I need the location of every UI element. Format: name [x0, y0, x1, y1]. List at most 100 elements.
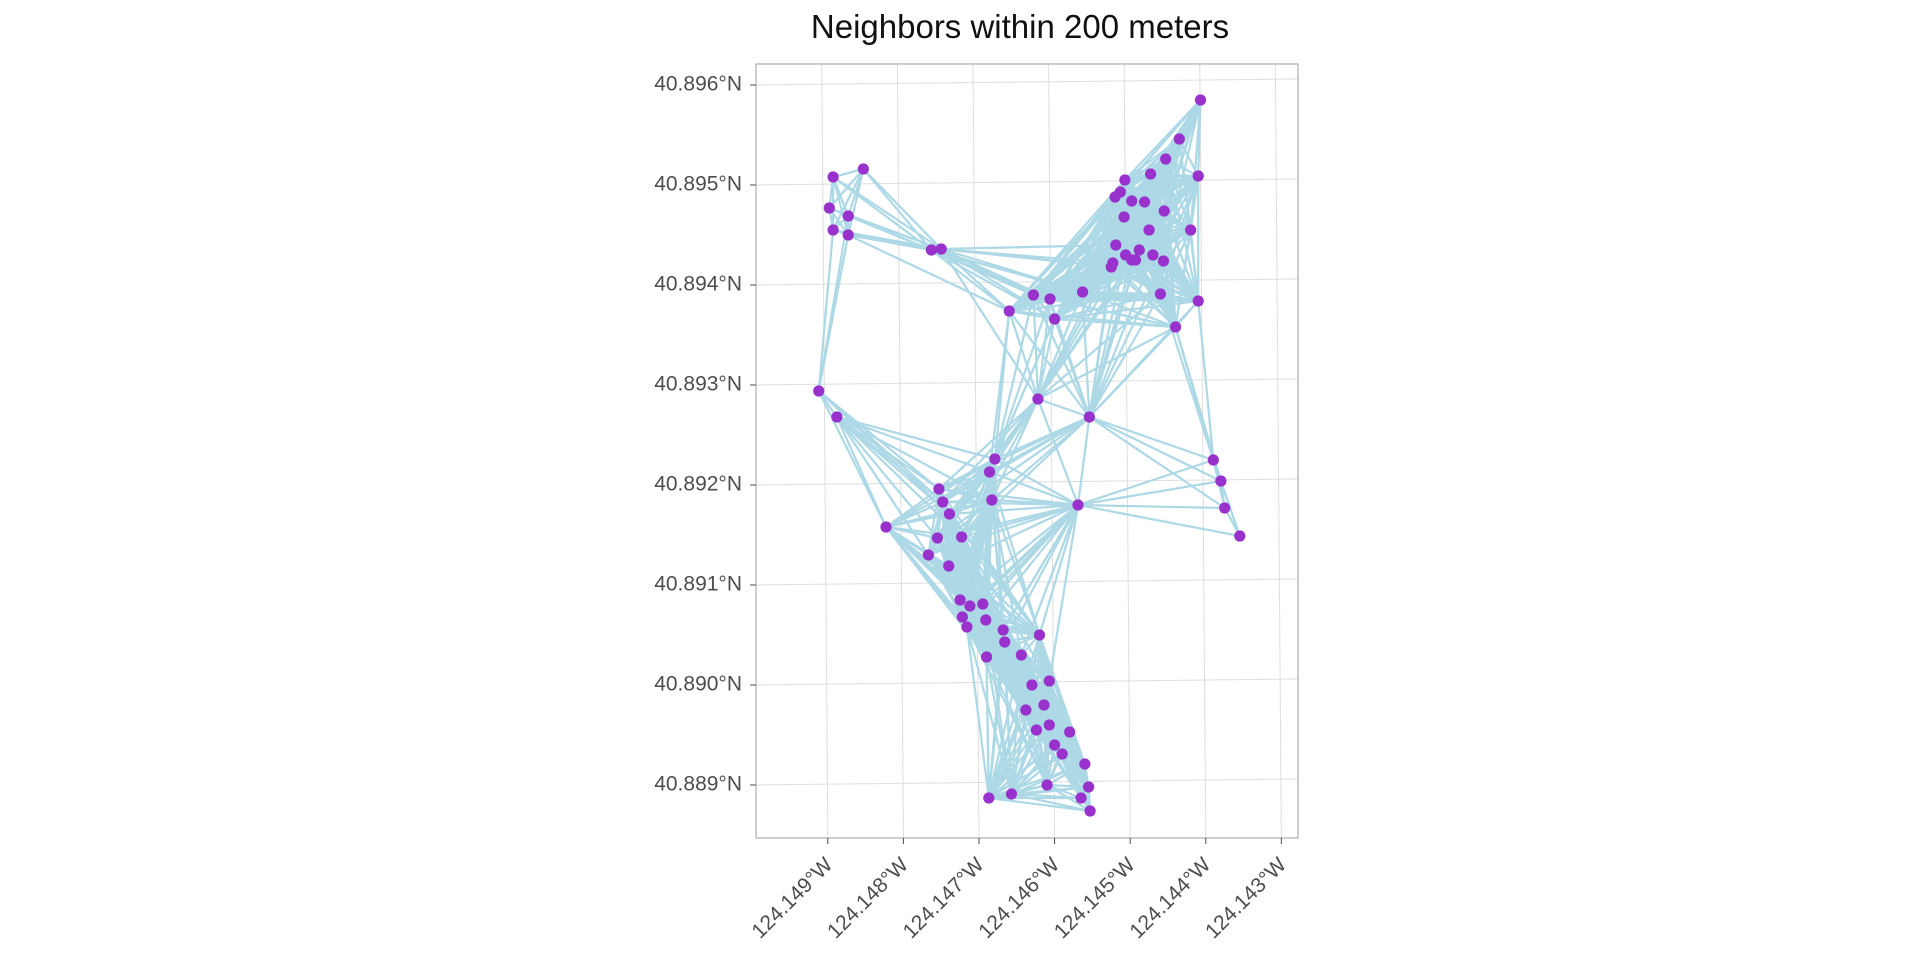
neighbor-edge — [988, 753, 1063, 799]
neighbor-edge — [885, 488, 940, 528]
neighbor-edge — [1036, 291, 1084, 400]
neighbor-edge — [1037, 397, 1090, 419]
neighbor-edge — [941, 243, 1116, 251]
data-point — [1076, 286, 1089, 298]
data-point — [831, 411, 843, 423]
data-point — [813, 385, 825, 397]
data-point — [980, 651, 993, 663]
neighbor-edge — [949, 503, 1079, 516]
neighbor-edge — [1010, 709, 1027, 795]
neighbor-edge — [848, 233, 942, 251]
data-point — [1194, 94, 1207, 106]
neighbor-edge — [1078, 503, 1225, 510]
data-point — [1043, 719, 1055, 731]
data-point — [925, 244, 937, 256]
data-point — [1207, 454, 1219, 466]
neighbor-edge — [1035, 729, 1049, 786]
neighbor-edge — [994, 458, 1079, 506]
neighbor-edge — [993, 298, 1052, 460]
data-point — [956, 531, 968, 543]
y-tick-label: 40.890°N — [654, 673, 742, 696]
neighbor-edge — [969, 604, 1040, 637]
neighbor-edge — [1037, 259, 1133, 400]
neighbor-edge — [1077, 479, 1222, 507]
neighbor-edge — [1174, 229, 1192, 328]
neighbor-edge — [985, 656, 1033, 686]
neighbor-edge — [985, 656, 990, 799]
neighbor-edge — [1162, 175, 1200, 262]
data-point — [823, 202, 835, 214]
neighbor-edge — [985, 618, 1040, 637]
data-point — [1020, 704, 1032, 716]
data-point — [1015, 649, 1027, 661]
neighbor-edge — [930, 249, 1010, 312]
data-point — [1084, 805, 1096, 817]
data-point — [1075, 792, 1087, 804]
neighbor-edge — [936, 537, 1041, 636]
y-tick-label: 40.891°N — [654, 573, 742, 596]
data-point — [1038, 699, 1050, 711]
neighbor-edge — [835, 416, 888, 528]
data-point — [1048, 739, 1061, 751]
data-point — [1219, 502, 1231, 514]
x-tick-label: 124.144°W — [1125, 853, 1215, 943]
neighbor-edge — [1036, 266, 1113, 400]
neighbor-edge — [987, 724, 1051, 799]
data-point — [880, 521, 892, 533]
neighbor-edge — [942, 500, 1079, 507]
neighbor-edge — [940, 248, 1039, 400]
data-point — [827, 224, 839, 236]
data-point — [1126, 195, 1138, 207]
neighbor-edge — [942, 416, 1090, 503]
y-tick-label: 40.892°N — [654, 473, 742, 496]
neighbor-edge — [1053, 318, 1091, 418]
neighbor-edge — [1020, 654, 1051, 682]
neighbor-edge — [987, 680, 1051, 799]
neighbor-edge — [1068, 731, 1092, 812]
data-point — [937, 496, 949, 508]
data-point — [961, 621, 973, 633]
data-point — [1133, 244, 1145, 256]
neighbor-edge — [1081, 291, 1091, 418]
data-point — [1157, 255, 1170, 267]
neighbor-edge — [987, 729, 1038, 799]
neighbor-edge — [1162, 99, 1202, 262]
data-point — [827, 171, 839, 183]
y-tick-label: 40.894°N — [654, 273, 742, 296]
points — [813, 94, 1246, 817]
neighbor-edge — [1189, 229, 1200, 302]
neighbor-edge — [965, 626, 990, 799]
neighbor-edge — [836, 416, 940, 490]
neighbor-edge — [847, 214, 942, 251]
neighbor-edge — [1088, 416, 1226, 509]
data-point — [1083, 781, 1095, 793]
neighbor-edge — [1160, 292, 1199, 303]
neighbor-edge — [960, 536, 1041, 636]
neighbor-edge — [986, 655, 1050, 683]
x-tick-label: 124.147°W — [899, 853, 989, 943]
neighbor-edge — [1110, 266, 1177, 328]
data-point — [1109, 191, 1121, 203]
neighbor-edge — [1110, 229, 1192, 268]
neighbor-edge — [940, 248, 1010, 312]
data-point — [943, 560, 955, 572]
neighbor-edge — [938, 398, 1039, 490]
data-point — [983, 792, 995, 804]
y-tick-label: 40.889°N — [654, 773, 742, 796]
neighbor-edge — [1004, 633, 1040, 644]
neighbor-edge — [936, 501, 944, 539]
neighbor-edge — [1036, 398, 1080, 506]
data-point — [1079, 758, 1091, 770]
data-point — [1044, 293, 1056, 305]
x-tick-label: 124.146°W — [974, 853, 1064, 943]
neighbor-edge — [1219, 480, 1241, 537]
neighbor-edge — [1178, 99, 1202, 140]
neighbor-edge — [986, 633, 1040, 659]
x-axis-ticks: 124.149°W124.148°W124.147°W124.146°W124.… — [747, 838, 1291, 943]
neighbor-edge — [1076, 416, 1091, 506]
neighbor-edge — [817, 229, 835, 392]
chart-title: Neighbors within 200 meters — [810, 8, 1230, 45]
data-point — [1192, 170, 1204, 182]
data-point — [1119, 174, 1131, 186]
neighbor-edge — [1088, 416, 1222, 482]
